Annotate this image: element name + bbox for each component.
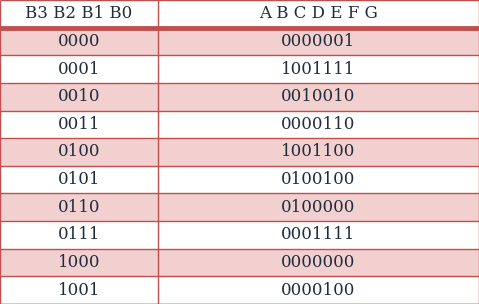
Bar [0,166,479,193]
Text: 0110: 0110 [58,199,100,216]
Bar [0,138,479,166]
Text: 0011: 0011 [58,116,100,133]
Bar [0,0,479,28]
Text: 0100: 0100 [58,143,100,161]
Bar [0,221,479,249]
Text: A B C D E F G: A B C D E F G [259,5,378,22]
Bar [0,28,479,55]
Bar [0,193,479,221]
Bar [0,111,479,138]
Bar [0,276,479,304]
Text: 0001111: 0001111 [281,226,356,244]
Text: 0010: 0010 [58,88,100,105]
Text: B3 B2 B1 B0: B3 B2 B1 B0 [25,5,133,22]
Text: 0000000: 0000000 [281,254,356,271]
Bar [0,55,479,83]
Text: 0000: 0000 [58,33,100,50]
Text: 1001111: 1001111 [281,60,356,78]
Text: 1001: 1001 [58,282,100,299]
Text: 0010010: 0010010 [281,88,356,105]
Text: 0000100: 0000100 [281,282,356,299]
Text: 0001: 0001 [58,60,100,78]
Text: 0100000: 0100000 [281,199,356,216]
Text: 1001100: 1001100 [281,143,356,161]
Bar [0,83,479,111]
Text: 0100100: 0100100 [281,171,356,188]
Text: 1000: 1000 [58,254,100,271]
Text: 0000001: 0000001 [281,33,356,50]
Text: 0101: 0101 [58,171,100,188]
Text: 0111: 0111 [58,226,100,244]
Text: 0000110: 0000110 [281,116,356,133]
Bar [0,249,479,276]
